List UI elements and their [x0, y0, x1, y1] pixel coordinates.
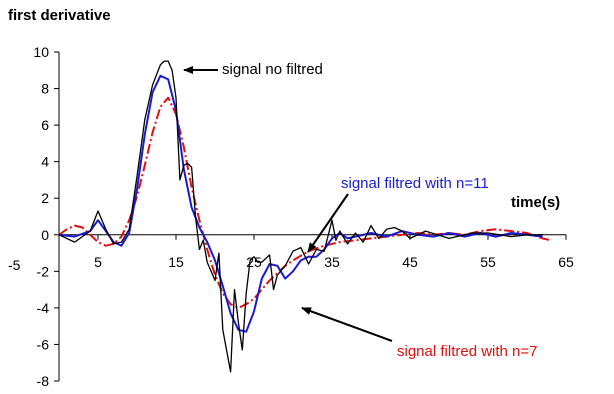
y-tick-label: 10 [33, 44, 49, 60]
y-tick-label: 2 [41, 190, 49, 206]
x-axis-label: time(s) [511, 194, 560, 211]
x-tick-label: 25 [246, 254, 262, 270]
y-tick-label: -8 [37, 373, 50, 389]
annotation-n11: signal filtred with n=11 [341, 175, 489, 192]
x-tick-label: 35 [324, 254, 340, 270]
y-tick-label: -4 [37, 300, 50, 316]
chart-title: first derivative [8, 7, 111, 24]
x-tick-label: 65 [558, 254, 574, 270]
x-tick-label: 45 [402, 254, 418, 270]
series-line-no-filter [58, 60, 543, 373]
annotation-n7-arrow [301, 307, 393, 342]
x-tick-label: 55 [480, 254, 496, 270]
series-layer [58, 60, 551, 373]
y-tick-label: 8 [41, 81, 49, 97]
y-tick-label: -6 [37, 336, 50, 352]
annotations: signal no filtred signal filtred with n=… [183, 61, 538, 360]
y-tick-label: 0 [41, 227, 49, 243]
origin-label: -5 [8, 257, 21, 273]
annotation-n7: signal filtred with n=7 [397, 343, 538, 360]
x-tick-label: 5 [94, 254, 102, 270]
series-line-n11 [58, 74, 543, 333]
axes [58, 52, 566, 381]
annotation-no-filter: signal no filtred [222, 61, 323, 78]
y-tick-label: -2 [37, 263, 50, 279]
x-tick-label: 15 [168, 254, 184, 270]
y-tick-label: 4 [41, 154, 49, 170]
ticks: 10 8 6 4 2 0 -2 -4 -6 -8 5 15 25 35 45 55 65 [33, 44, 574, 389]
y-tick-label: 6 [41, 117, 49, 133]
annotation-n11-arrow [307, 193, 349, 253]
